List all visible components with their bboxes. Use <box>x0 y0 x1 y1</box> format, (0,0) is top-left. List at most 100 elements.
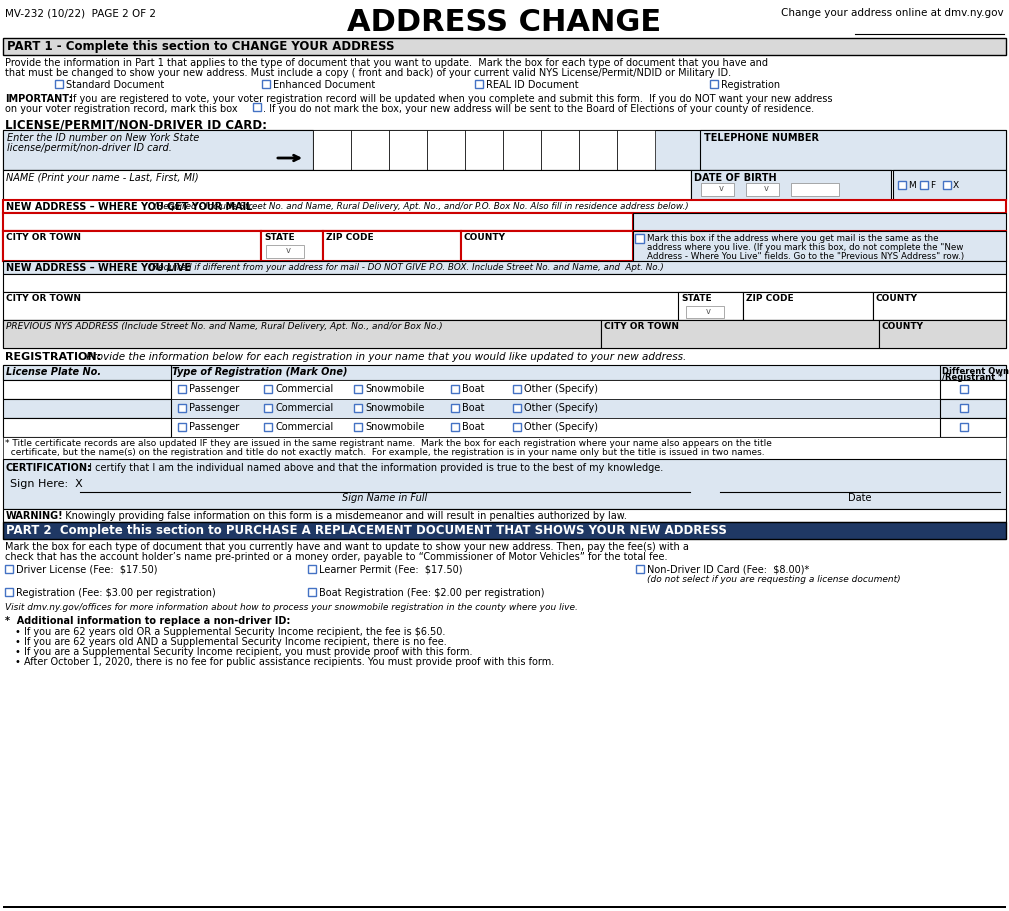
Text: STATE: STATE <box>264 233 295 242</box>
Text: Passenger: Passenger <box>189 384 239 394</box>
Bar <box>3 170 1006 200</box>
Text: PREVIOUS NYS ADDRESS (Include Street No. and Name, Rural Delivery, Apt. No., and: PREVIOUS NYS ADDRESS (Include Street No.… <box>6 322 443 331</box>
Bar <box>3 509 1006 522</box>
Bar <box>354 385 362 393</box>
Bar <box>601 320 879 348</box>
Text: Type of Registration (Mark One): Type of Registration (Mark One) <box>172 367 347 377</box>
Text: Learner Permit (Fee:  $17.50): Learner Permit (Fee: $17.50) <box>319 565 462 575</box>
Bar <box>3 130 1006 170</box>
Bar <box>3 418 1006 437</box>
Bar <box>313 130 351 170</box>
Text: Enhanced Document: Enhanced Document <box>273 80 375 90</box>
Bar <box>635 234 644 243</box>
Text: PART 1 - Complete this section to CHANGE YOUR ADDRESS: PART 1 - Complete this section to CHANGE… <box>7 40 395 53</box>
Bar <box>3 274 1006 292</box>
Text: (Required - Include Street No. and Name, Rural Delivery, Apt. No., and/or P.O. B: (Required - Include Street No. and Name,… <box>151 202 688 211</box>
Bar <box>3 200 1006 213</box>
Text: Snowmobile: Snowmobile <box>365 384 425 394</box>
Bar <box>700 130 1006 170</box>
Bar <box>746 183 779 196</box>
Text: Sign Here:  X: Sign Here: X <box>10 479 83 489</box>
Text: CITY OR TOWN: CITY OR TOWN <box>6 294 81 303</box>
Text: Different Owner: Different Owner <box>942 367 1009 376</box>
Bar <box>3 213 633 231</box>
Text: (Required if different from your address for mail - DO NOT GIVE P.O. BOX. Includ: (Required if different from your address… <box>146 263 664 272</box>
Bar <box>461 231 633 261</box>
Bar <box>616 130 655 170</box>
Text: Knowingly providing false information on this form is a misdemeanor and will res: Knowingly providing false information on… <box>59 511 627 521</box>
Bar <box>686 306 724 318</box>
Text: Provide the information below for each registration in your name that you would : Provide the information below for each r… <box>83 352 686 362</box>
Bar <box>266 245 304 258</box>
Bar <box>541 130 579 170</box>
Text: Commercial: Commercial <box>275 422 333 432</box>
Bar <box>323 231 461 261</box>
Text: license/permit/non-driver ID card.: license/permit/non-driver ID card. <box>7 143 172 153</box>
Text: . If you do not mark the box, your new address will be sent to the Board of Elec: . If you do not mark the box, your new a… <box>263 104 814 114</box>
Bar <box>3 38 1006 55</box>
Text: Standard Document: Standard Document <box>66 80 164 90</box>
Bar <box>893 170 1006 200</box>
Text: /Registrant *: /Registrant * <box>942 373 1003 382</box>
Bar <box>940 418 1006 437</box>
Bar <box>940 399 1006 418</box>
Text: * Title certificate records are also updated IF they are issued in the same regi: * Title certificate records are also upd… <box>5 439 772 448</box>
Text: COUNTY: COUNTY <box>876 294 918 303</box>
Text: M: M <box>908 181 916 190</box>
Text: F: F <box>930 181 935 190</box>
Text: *  Additional information to replace a non-driver ID:: * Additional information to replace a no… <box>5 616 291 626</box>
Bar <box>178 385 186 393</box>
Text: Commercial: Commercial <box>275 384 333 394</box>
Bar <box>633 213 1006 231</box>
Bar <box>308 565 316 573</box>
Text: Other (Specify): Other (Specify) <box>524 403 598 413</box>
Text: Snowmobile: Snowmobile <box>365 403 425 413</box>
Bar <box>3 320 1006 348</box>
Bar <box>879 320 1006 348</box>
Bar <box>3 380 171 399</box>
Text: • If you are 62 years old AND a Supplemental Security Income recipient, there is: • If you are 62 years old AND a Suppleme… <box>15 637 447 647</box>
Bar <box>3 320 601 348</box>
Text: • If you are 62 years old OR a Supplemental Security Income recipient, the fee i: • If you are 62 years old OR a Supplemen… <box>15 627 445 637</box>
Bar <box>264 423 272 431</box>
Text: PART 2  Complete this section to PURCHASE A REPLACEMENT DOCUMENT THAT SHOWS YOUR: PART 2 Complete this section to PURCHASE… <box>6 524 726 537</box>
Text: Other (Specify): Other (Specify) <box>524 384 598 394</box>
Bar <box>5 565 13 573</box>
Text: IMPORTANT:: IMPORTANT: <box>5 94 73 104</box>
Bar <box>261 231 323 261</box>
Bar <box>3 418 171 437</box>
Text: CERTIFICATION:: CERTIFICATION: <box>6 463 92 473</box>
Text: REAL ID Document: REAL ID Document <box>486 80 578 90</box>
Text: MV-232 (10/22)  PAGE 2 OF 2: MV-232 (10/22) PAGE 2 OF 2 <box>5 8 156 18</box>
Text: Date: Date <box>849 493 872 503</box>
Bar <box>513 385 521 393</box>
Bar <box>960 385 968 393</box>
Bar <box>427 130 465 170</box>
Bar <box>3 365 1006 380</box>
Bar <box>503 130 541 170</box>
Text: ZIP CODE: ZIP CODE <box>326 233 373 242</box>
Bar <box>3 292 1006 320</box>
Bar <box>691 170 891 200</box>
Text: COUNTY: COUNTY <box>464 233 506 242</box>
Text: TELEPHONE NUMBER: TELEPHONE NUMBER <box>704 133 819 143</box>
Bar <box>354 404 362 412</box>
Text: If you are registered to vote, your voter registration record will be updated wh: If you are registered to vote, your vote… <box>67 94 832 104</box>
Bar <box>636 565 644 573</box>
Bar <box>262 80 270 88</box>
Text: v: v <box>286 246 291 255</box>
Bar <box>451 423 459 431</box>
Text: NEW ADDRESS – WHERE YOU LIVE: NEW ADDRESS – WHERE YOU LIVE <box>6 263 191 273</box>
Bar <box>264 385 272 393</box>
Text: check that has the account holder’s name pre-printed or a money order, payable t: check that has the account holder’s name… <box>5 552 668 562</box>
Text: Registration (Fee: $3.00 per registration): Registration (Fee: $3.00 per registratio… <box>16 588 216 598</box>
Text: Passenger: Passenger <box>189 422 239 432</box>
Text: Mark this box if the address where you get mail is the same as the: Mark this box if the address where you g… <box>647 234 938 243</box>
Bar <box>354 423 362 431</box>
Text: Driver License (Fee:  $17.50): Driver License (Fee: $17.50) <box>16 565 157 575</box>
Text: WARNING!: WARNING! <box>6 511 64 521</box>
Bar <box>465 130 503 170</box>
Text: I certify that I am the individual named above and that the information provided: I certify that I am the individual named… <box>86 463 663 473</box>
Bar <box>3 399 171 418</box>
Bar <box>451 404 459 412</box>
